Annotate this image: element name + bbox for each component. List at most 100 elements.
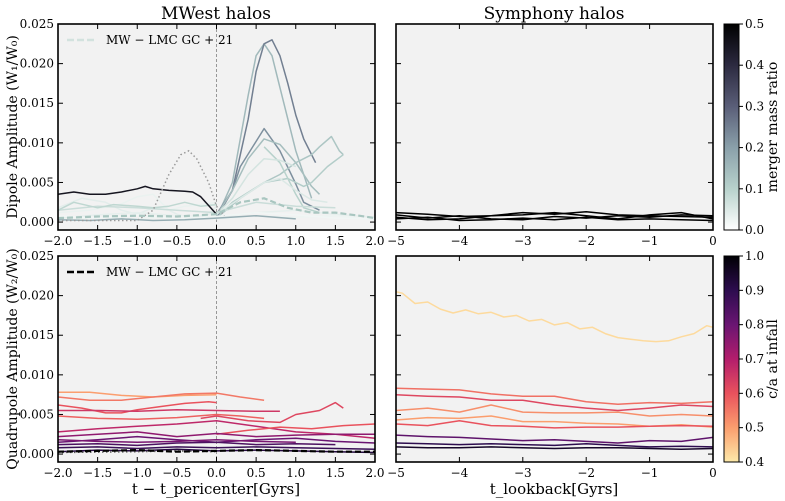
series-line-2 (215, 39, 317, 219)
series-line-6 (396, 420, 713, 429)
colorbar-tick-label: 0.0 (745, 223, 764, 237)
panel-quadrupole-mwest-frame (57, 255, 376, 463)
x-tick-label: −4 (451, 466, 469, 480)
series-line-6 (58, 413, 265, 420)
y-tick-label: 0.010 (20, 368, 54, 382)
x-tick-label: −4 (451, 234, 469, 248)
legend-dipole-label: MW − LMC GC + 21 (106, 33, 233, 47)
x-tick-label: 0.5 (247, 234, 266, 248)
y-tick-label: 0.005 (20, 407, 54, 421)
colorbar-tick-label: 0.1 (745, 182, 764, 196)
series-line-3 (58, 401, 217, 414)
title-mwest: MWest halos (161, 4, 271, 24)
x-tick-label: −2 (577, 234, 595, 248)
panel-quadrupole-symphony-bg (396, 256, 713, 462)
series-line-11 (58, 441, 336, 447)
series-line-2 (396, 387, 713, 405)
series-line-12 (58, 446, 375, 451)
x-tick-label: 1.0 (286, 234, 305, 248)
series-line-4 (215, 138, 321, 217)
dipole-mwest-lines (58, 24, 375, 230)
colorbar-merger-label: merger mass ratio (765, 62, 781, 193)
y-tick-label: 0.020 (20, 289, 54, 303)
x-tick-label: −5 (387, 234, 405, 248)
colorbar-tick-label: 0.9 (745, 283, 764, 297)
series-line-3 (396, 216, 713, 222)
colorbar-tick-label: 0.4 (745, 58, 764, 72)
series-line-4 (396, 404, 713, 417)
y-tick-label: 0.010 (20, 136, 54, 150)
series-line-8 (216, 423, 375, 436)
series-line-3 (396, 393, 713, 412)
panel-dipole-symphony-bg (396, 24, 713, 230)
ylabel-dipole: Dipole Amplitude (W₁/W₀) (5, 35, 21, 219)
colorbar-ca-at-infall (723, 255, 740, 463)
x-tick-label: 0 (709, 234, 717, 248)
x-tick-label: 0 (709, 466, 717, 480)
y-tick-label: 0.015 (20, 96, 54, 110)
series-line-16 (58, 201, 217, 211)
x-tick-label: −2 (577, 466, 595, 480)
y-tick-label: 0.005 (20, 175, 54, 189)
colorbar-tick-label: 0.8 (745, 318, 764, 332)
panel-quadrupole-symphony-frame (395, 255, 714, 463)
series-line-2 (58, 392, 265, 401)
colorbar-tick-label: 0.7 (745, 352, 764, 366)
title-symphony: Symphony halos (484, 4, 625, 24)
mw-lmc-gc-line (58, 197, 375, 220)
y-tick-label: 0.020 (20, 57, 54, 71)
dotted-reference-line (58, 149, 225, 222)
colorbar-tick-label: 0.3 (745, 99, 764, 113)
series-line-4 (58, 408, 280, 413)
x-tick-label: −1.5 (83, 466, 112, 480)
colorbar-tick-label: 0.5 (745, 421, 764, 435)
y-tick-label: 0.000 (20, 215, 54, 229)
x-tick-label: 1.5 (326, 466, 345, 480)
series-line-7 (263, 146, 320, 214)
x-tick-label: −1.5 (83, 234, 112, 248)
series-line-7 (58, 420, 375, 439)
y-tick-label: 0.015 (20, 328, 54, 342)
x-tick-label: 0.0 (207, 466, 226, 480)
x-tick-label: −1.0 (123, 234, 152, 248)
y-tick-label: 0.025 (20, 17, 54, 31)
series-line-9 (58, 431, 375, 438)
series-line-7 (396, 434, 713, 444)
axis-ticks: −2.0 −1.5 −1.0 −0.5 0.0 0.5 1.0 1.5 2.00.0000.00… (20, 17, 765, 480)
panel-dipole-mwest-frame (57, 23, 376, 231)
legend-quadrupole-label: MW − LMC GC + 21 (106, 265, 233, 279)
series-line-6 (215, 154, 344, 219)
xlabel-pericenter: t − t_pericenter[Gyrs] (132, 480, 300, 498)
x-tick-label: 1.0 (286, 466, 305, 480)
panel-dipole-symphony-frame (395, 23, 714, 231)
series-line-8 (396, 442, 713, 448)
xlabel-lookback: t_lookback[Gyrs] (490, 480, 619, 498)
x-tick-label: −2.0 (43, 234, 72, 248)
series-line-1 (58, 391, 217, 398)
series-line-5 (200, 401, 344, 424)
x-tick-label: −0.5 (162, 234, 191, 248)
colorbar-tick-label: 0.2 (745, 141, 764, 155)
series-line-9 (216, 177, 328, 215)
colorbar-merger-mass-ratio (723, 23, 740, 231)
y-tick-label: 0.025 (20, 249, 54, 263)
series-line-14 (58, 211, 375, 220)
colorbar-tick-label: 0.6 (745, 386, 764, 400)
series-line-9 (396, 446, 713, 451)
x-tick-label: −1.0 (123, 466, 152, 480)
x-tick-label: 2.0 (365, 466, 384, 480)
series-line-12 (58, 209, 375, 219)
dipole-symphony-lines (396, 211, 713, 222)
series-line-4 (396, 214, 713, 221)
mw-lmc-gc-line (58, 448, 375, 453)
x-tick-label: −5 (387, 466, 405, 480)
colorbar-tick-label: 1.0 (745, 249, 764, 263)
x-tick-label: −1 (641, 466, 659, 480)
x-tick-label: −2.0 (43, 466, 72, 480)
series-line-8 (215, 157, 297, 215)
series-line-18 (58, 185, 218, 215)
y-tick-label: 0.000 (20, 447, 54, 461)
series-line-13 (58, 214, 375, 222)
x-tick-label: 1.5 (326, 234, 345, 248)
